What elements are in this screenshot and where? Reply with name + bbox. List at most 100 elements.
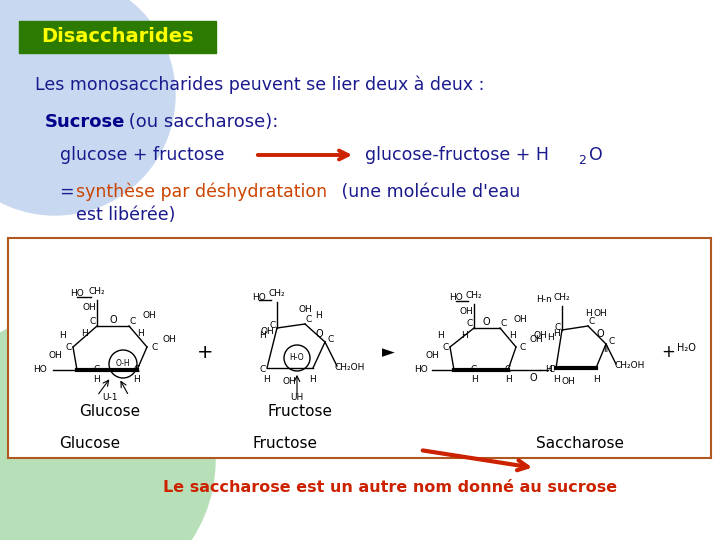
Text: +: + [661, 343, 675, 361]
Text: CH₂OH: CH₂OH [615, 361, 645, 370]
Text: CH₂OH: CH₂OH [335, 363, 365, 373]
Text: CH₂: CH₂ [89, 287, 105, 296]
Text: C: C [467, 320, 473, 328]
Text: CH₂: CH₂ [269, 289, 285, 299]
Text: H: H [508, 332, 516, 341]
Text: O: O [596, 329, 604, 339]
Text: HO: HO [70, 289, 84, 299]
Text: H: H [94, 375, 100, 384]
Text: C: C [501, 320, 507, 328]
Text: C: C [589, 318, 595, 327]
Text: H: H [593, 375, 599, 384]
Text: H: H [315, 312, 323, 321]
Text: 2: 2 [578, 153, 586, 166]
Text: ►: ► [382, 343, 395, 361]
Text: OH: OH [298, 306, 312, 314]
Text: +: + [197, 342, 213, 361]
Text: Le saccharose est un autre nom donné au sucrose: Le saccharose est un autre nom donné au … [163, 481, 617, 496]
Text: OH: OH [529, 334, 543, 343]
Text: HO: HO [414, 366, 428, 375]
Text: H: H [553, 329, 559, 339]
Text: C: C [328, 335, 334, 345]
Text: C: C [471, 366, 477, 375]
Text: C: C [134, 366, 140, 375]
Text: C: C [505, 366, 511, 375]
Text: H: H [310, 375, 316, 384]
Text: Fructose: Fructose [268, 404, 333, 420]
Text: Fructose: Fructose [253, 436, 318, 451]
Text: Saccharose: Saccharose [536, 436, 624, 451]
Text: Les monosaccharides peuvent se lier deux à deux :: Les monosaccharides peuvent se lier deux… [35, 76, 485, 94]
Text: Sucrose: Sucrose [45, 113, 125, 131]
Text: OH: OH [162, 334, 176, 343]
FancyBboxPatch shape [8, 238, 711, 458]
Text: H: H [585, 309, 591, 319]
Text: H: H [260, 332, 266, 341]
Text: C: C [90, 318, 96, 327]
Text: U-1: U-1 [102, 394, 118, 402]
Text: CH₂: CH₂ [554, 294, 570, 302]
Text: OH: OH [425, 350, 439, 360]
Text: OH: OH [459, 307, 473, 316]
Text: H: H [505, 375, 511, 384]
Text: O: O [482, 317, 490, 327]
Text: Disaccharides: Disaccharides [41, 28, 194, 46]
Text: (une molécule d'eau: (une molécule d'eau [336, 183, 521, 201]
Text: H₂O: H₂O [677, 343, 696, 353]
Text: C: C [270, 321, 276, 330]
Text: CH₂: CH₂ [466, 292, 482, 300]
Text: HO: HO [449, 294, 463, 302]
Text: O: O [315, 329, 323, 339]
Text: =: = [60, 183, 80, 201]
Circle shape [0, 315, 215, 540]
Text: C: C [549, 366, 555, 375]
Text: H: H [553, 375, 559, 384]
Text: H: H [264, 375, 271, 384]
Text: est libérée): est libérée) [76, 206, 176, 224]
Text: glucose + fructose: glucose + fructose [60, 146, 225, 164]
Text: HO: HO [33, 366, 47, 375]
Text: C: C [66, 342, 72, 352]
Text: OH: OH [533, 332, 547, 341]
Text: C: C [130, 318, 136, 327]
Text: Glucose: Glucose [79, 404, 140, 420]
Circle shape [0, 0, 175, 215]
Text: II: II [603, 346, 608, 354]
Text: C: C [443, 342, 449, 352]
Text: C: C [306, 315, 312, 325]
Text: HO: HO [252, 293, 266, 301]
Text: OH: OH [260, 327, 274, 336]
Text: H: H [138, 329, 145, 339]
Text: H: H [60, 330, 66, 340]
Text: H: H [81, 329, 89, 339]
Text: OH: OH [593, 309, 607, 319]
Text: C: C [555, 323, 561, 333]
Text: C: C [520, 342, 526, 352]
Text: H: H [544, 366, 552, 375]
Text: O: O [589, 146, 603, 164]
Text: C: C [260, 366, 266, 375]
Text: OH: OH [142, 312, 156, 321]
Text: H: H [546, 334, 554, 342]
Text: synthèse par déshydratation: synthèse par déshydratation [76, 183, 327, 201]
Text: OH: OH [282, 377, 296, 387]
Text: O: O [529, 373, 537, 383]
Text: C: C [94, 366, 100, 375]
Text: H-n: H-n [536, 295, 552, 305]
Text: glucose-fructose + H: glucose-fructose + H [365, 146, 549, 164]
Text: OH: OH [513, 315, 527, 325]
Text: H: H [134, 375, 140, 384]
Text: H: H [461, 332, 467, 341]
Text: (ou saccharose):: (ou saccharose): [123, 113, 279, 131]
Text: OH: OH [561, 377, 575, 387]
Text: H-O: H-O [289, 354, 305, 362]
Text: OH: OH [82, 303, 96, 313]
Text: C: C [609, 338, 615, 347]
Text: O-H: O-H [116, 360, 130, 368]
Text: H: H [471, 375, 477, 384]
Text: OH: OH [48, 350, 62, 360]
FancyBboxPatch shape [19, 21, 216, 53]
Text: H: H [436, 330, 444, 340]
Text: C: C [152, 342, 158, 352]
Text: O: O [109, 315, 117, 325]
